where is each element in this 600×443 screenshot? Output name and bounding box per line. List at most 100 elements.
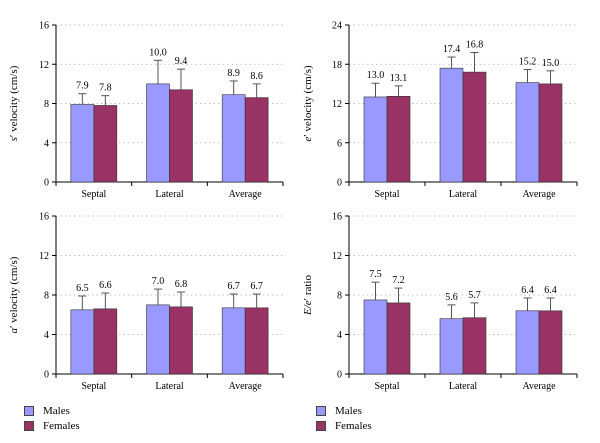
data-label: 6.6 [99, 280, 112, 291]
data-label: 7.8 [99, 83, 112, 94]
bar-females [169, 306, 193, 375]
y-tick-label: 0 [337, 370, 342, 381]
y-tick-label: 12 [39, 251, 49, 262]
bar-females [244, 97, 269, 183]
y-axis-label-part: e [302, 137, 314, 142]
x-tick-label: Average [522, 381, 556, 392]
data-label: 9.4 [175, 56, 188, 67]
legend-right: Males Females [316, 403, 372, 433]
bar-males [70, 104, 95, 183]
data-label: 6.7 [250, 281, 263, 292]
y-axis-label-part: velocity (cm/s) [302, 65, 314, 134]
data-label: 13.0 [367, 70, 385, 81]
legend-swatch-males [316, 405, 326, 416]
y-tick-label: 12 [332, 251, 342, 262]
bar-females [462, 317, 487, 375]
data-label: 8.6 [250, 71, 263, 82]
y-tick-label: 16 [332, 212, 342, 223]
data-label: 6.5 [76, 283, 89, 294]
x-tick-label: Septal [375, 381, 400, 392]
y-tick-label: 0 [337, 178, 342, 189]
chart-e-prime-velocity: 0 6 12 18 24 e′ velocity (cm/s) 13.0 13.1 Septal… [302, 21, 578, 200]
bar-males [363, 96, 388, 183]
x-tick-label: Lateral [155, 189, 184, 200]
y-tick-label: 18 [332, 60, 342, 71]
legend-item-females: Females [24, 418, 80, 433]
bar-males [515, 310, 540, 375]
y-axis-label-part: s [8, 137, 20, 141]
y-axis-label: E/e′ ratio [302, 275, 314, 316]
chart-e-over-e-prime-ratio: 0 4 8 12 16 E/e′ ratio 7.5 7.2 Septal 5.6 5.7 Later… [302, 212, 578, 392]
x-tick-label: Average [229, 381, 263, 392]
data-label: 7.5 [369, 269, 382, 280]
y-tick-label: 12 [39, 60, 49, 71]
legend-swatch-males [24, 405, 34, 416]
y-tick-label: 0 [44, 178, 49, 189]
y-axis-label-part: ′ [302, 298, 314, 300]
x-tick-label: Septal [81, 189, 106, 200]
y-tick-label: 8 [44, 99, 49, 110]
data-label: 15.0 [542, 58, 560, 69]
bar-males [221, 94, 246, 183]
data-label: 7.9 [76, 81, 89, 92]
bar-females [462, 71, 487, 183]
data-label: 6.4 [544, 285, 557, 296]
bar-females [244, 307, 269, 375]
y-axis-label-part: a [8, 327, 20, 333]
y-axis-label-part: velocity (cm/s) [8, 256, 20, 325]
data-label: 6.8 [175, 279, 188, 290]
bar-males [70, 309, 95, 375]
y-axis-label-part: ′ [8, 326, 20, 328]
legend-left: Males Females [24, 403, 80, 433]
y-tick-label: 24 [332, 21, 342, 32]
y-axis-label-part: ′ [302, 134, 314, 136]
data-label: 6.4 [521, 285, 534, 296]
x-tick-label: Lateral [449, 381, 478, 392]
legend-swatch-females [316, 420, 326, 431]
bar-males [363, 299, 388, 375]
y-axis-label-part: E/e [302, 300, 314, 316]
data-label: 5.7 [468, 290, 481, 301]
y-axis-label: e′ velocity (cm/s) [302, 65, 314, 142]
y-tick-label: 8 [44, 291, 49, 302]
legend-label-males: Males [43, 404, 70, 417]
y-tick-label: 8 [337, 291, 342, 302]
x-tick-label: Septal [81, 381, 106, 392]
y-tick-label: 16 [39, 21, 49, 32]
bar-males [439, 318, 464, 375]
y-tick-label: 16 [39, 212, 49, 223]
legend-label-males: Males [335, 404, 362, 417]
bar-males [439, 67, 464, 183]
x-tick-label: Average [522, 189, 556, 200]
y-axis-label-part: ratio [302, 275, 314, 298]
legend-label-females: Females [335, 419, 372, 432]
x-tick-label: Septal [375, 189, 400, 200]
y-tick-label: 6 [337, 138, 342, 149]
y-axis-label-part: velocity (cm/s) [8, 65, 20, 134]
bar-females [538, 83, 563, 183]
y-tick-label: 12 [332, 99, 342, 110]
chart-s-prime-velocity: 0 4 8 12 16 s′ velocity (cm/s) 7.9 7.8 Septal 10.… [8, 21, 284, 200]
bar-males [146, 83, 170, 183]
data-label: 10.0 [149, 47, 167, 58]
data-label: 17.4 [443, 44, 461, 55]
data-label: 15.2 [519, 56, 537, 67]
chart-a-prime-velocity: 0 4 8 12 16 a′ velocity (cm/s) 6.5 6.6 Septal 7.0… [8, 212, 284, 392]
x-tick-label: Lateral [449, 189, 478, 200]
legend-item-males: Males [316, 403, 372, 418]
data-label: 7.0 [152, 276, 165, 287]
legend-label-females: Females [43, 419, 80, 432]
bar-females [169, 89, 193, 183]
bar-males [146, 304, 170, 375]
data-label: 6.7 [227, 281, 240, 292]
legend-item-females: Females [316, 418, 372, 433]
bar-females [93, 105, 118, 183]
x-tick-label: Average [229, 189, 263, 200]
legend-item-males: Males [24, 403, 80, 418]
bar-females [386, 96, 411, 183]
bar-males [221, 307, 246, 375]
y-axis-label: s′ velocity (cm/s) [8, 65, 20, 141]
y-axis-label-part: ′ [8, 135, 20, 137]
bar-females [93, 308, 118, 375]
